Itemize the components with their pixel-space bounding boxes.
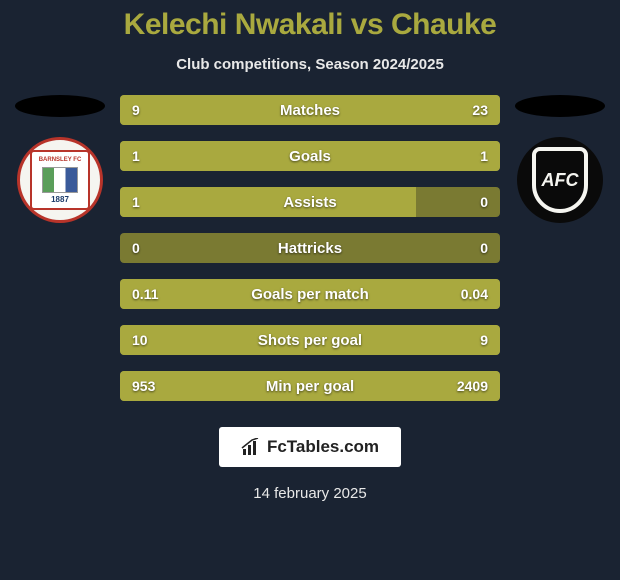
stat-label: Matches xyxy=(280,102,340,119)
title: Kelechi Nwakali vs Chauke xyxy=(124,8,497,42)
stat-value-right: 0 xyxy=(480,240,488,256)
crest-letters: AFC xyxy=(542,170,579,191)
stat-bar: 9 23 Matches xyxy=(120,95,500,125)
stat-label: Goals xyxy=(289,148,331,165)
stat-value-left: 953 xyxy=(132,378,155,394)
crest-shield: AFC xyxy=(532,147,588,213)
right-player-col: AFC xyxy=(500,95,620,223)
subtitle: Club competitions, Season 2024/2025 xyxy=(176,56,444,73)
stat-value-right: 2409 xyxy=(457,378,488,394)
crest-inner: BARNSLEY FC 1887 xyxy=(30,150,90,210)
stat-label: Hattricks xyxy=(278,240,342,257)
stat-value-right: 23 xyxy=(472,102,488,118)
stat-value-right: 9 xyxy=(480,332,488,348)
stat-value-right: 0.04 xyxy=(461,286,488,302)
stat-value-left: 10 xyxy=(132,332,148,348)
crest-year: 1887 xyxy=(51,195,69,204)
crest-top-text: BARNSLEY FC xyxy=(39,157,82,163)
right-club-crest: AFC xyxy=(517,137,603,223)
footer-date: 14 february 2025 xyxy=(253,485,366,502)
stat-bar-fill-left xyxy=(120,141,310,171)
stat-value-left: 1 xyxy=(132,148,140,164)
footer-brand-text: FcTables.com xyxy=(267,437,379,457)
stat-value-right: 0 xyxy=(480,194,488,210)
stat-label: Shots per goal xyxy=(258,332,362,349)
crest-emblem xyxy=(42,167,78,193)
footer-brand: FcTables.com xyxy=(219,427,401,467)
left-player-col: BARNSLEY FC 1887 xyxy=(0,95,120,223)
stat-bar: 10 9 Shots per goal xyxy=(120,325,500,355)
stat-value-left: 9 xyxy=(132,102,140,118)
stat-bar-fill-right xyxy=(310,141,500,171)
stat-value-right: 1 xyxy=(480,148,488,164)
stat-label: Goals per match xyxy=(251,286,369,303)
stat-bar-fill-left xyxy=(120,187,416,217)
stats-bars: 923Matches11Goals10Assists00Hattricks0.1… xyxy=(120,95,500,401)
player-shadow xyxy=(15,95,105,117)
stat-value-left: 0.11 xyxy=(132,286,158,302)
stat-bar: 0 0 Hattricks xyxy=(120,233,500,263)
stat-value-left: 0 xyxy=(132,240,140,256)
stat-value-left: 1 xyxy=(132,194,140,210)
stat-label: Assists xyxy=(283,194,336,211)
stat-bar: 0.11 0.04 Goals per match xyxy=(120,279,500,309)
stat-bar-fill-right xyxy=(226,95,500,125)
stat-bar: 1 1 Goals xyxy=(120,141,500,171)
stat-bar: 1 0 Assists xyxy=(120,187,500,217)
comparison-card: Kelechi Nwakali vs Chauke Club competiti… xyxy=(0,0,620,580)
content-row: BARNSLEY FC 1887 923Matches11Goals10Assi… xyxy=(0,95,620,401)
player-shadow xyxy=(515,95,605,117)
stat-label: Min per goal xyxy=(266,378,354,395)
stat-bar: 953 2409 Min per goal xyxy=(120,371,500,401)
chart-icon xyxy=(241,438,261,456)
left-club-crest: BARNSLEY FC 1887 xyxy=(17,137,103,223)
